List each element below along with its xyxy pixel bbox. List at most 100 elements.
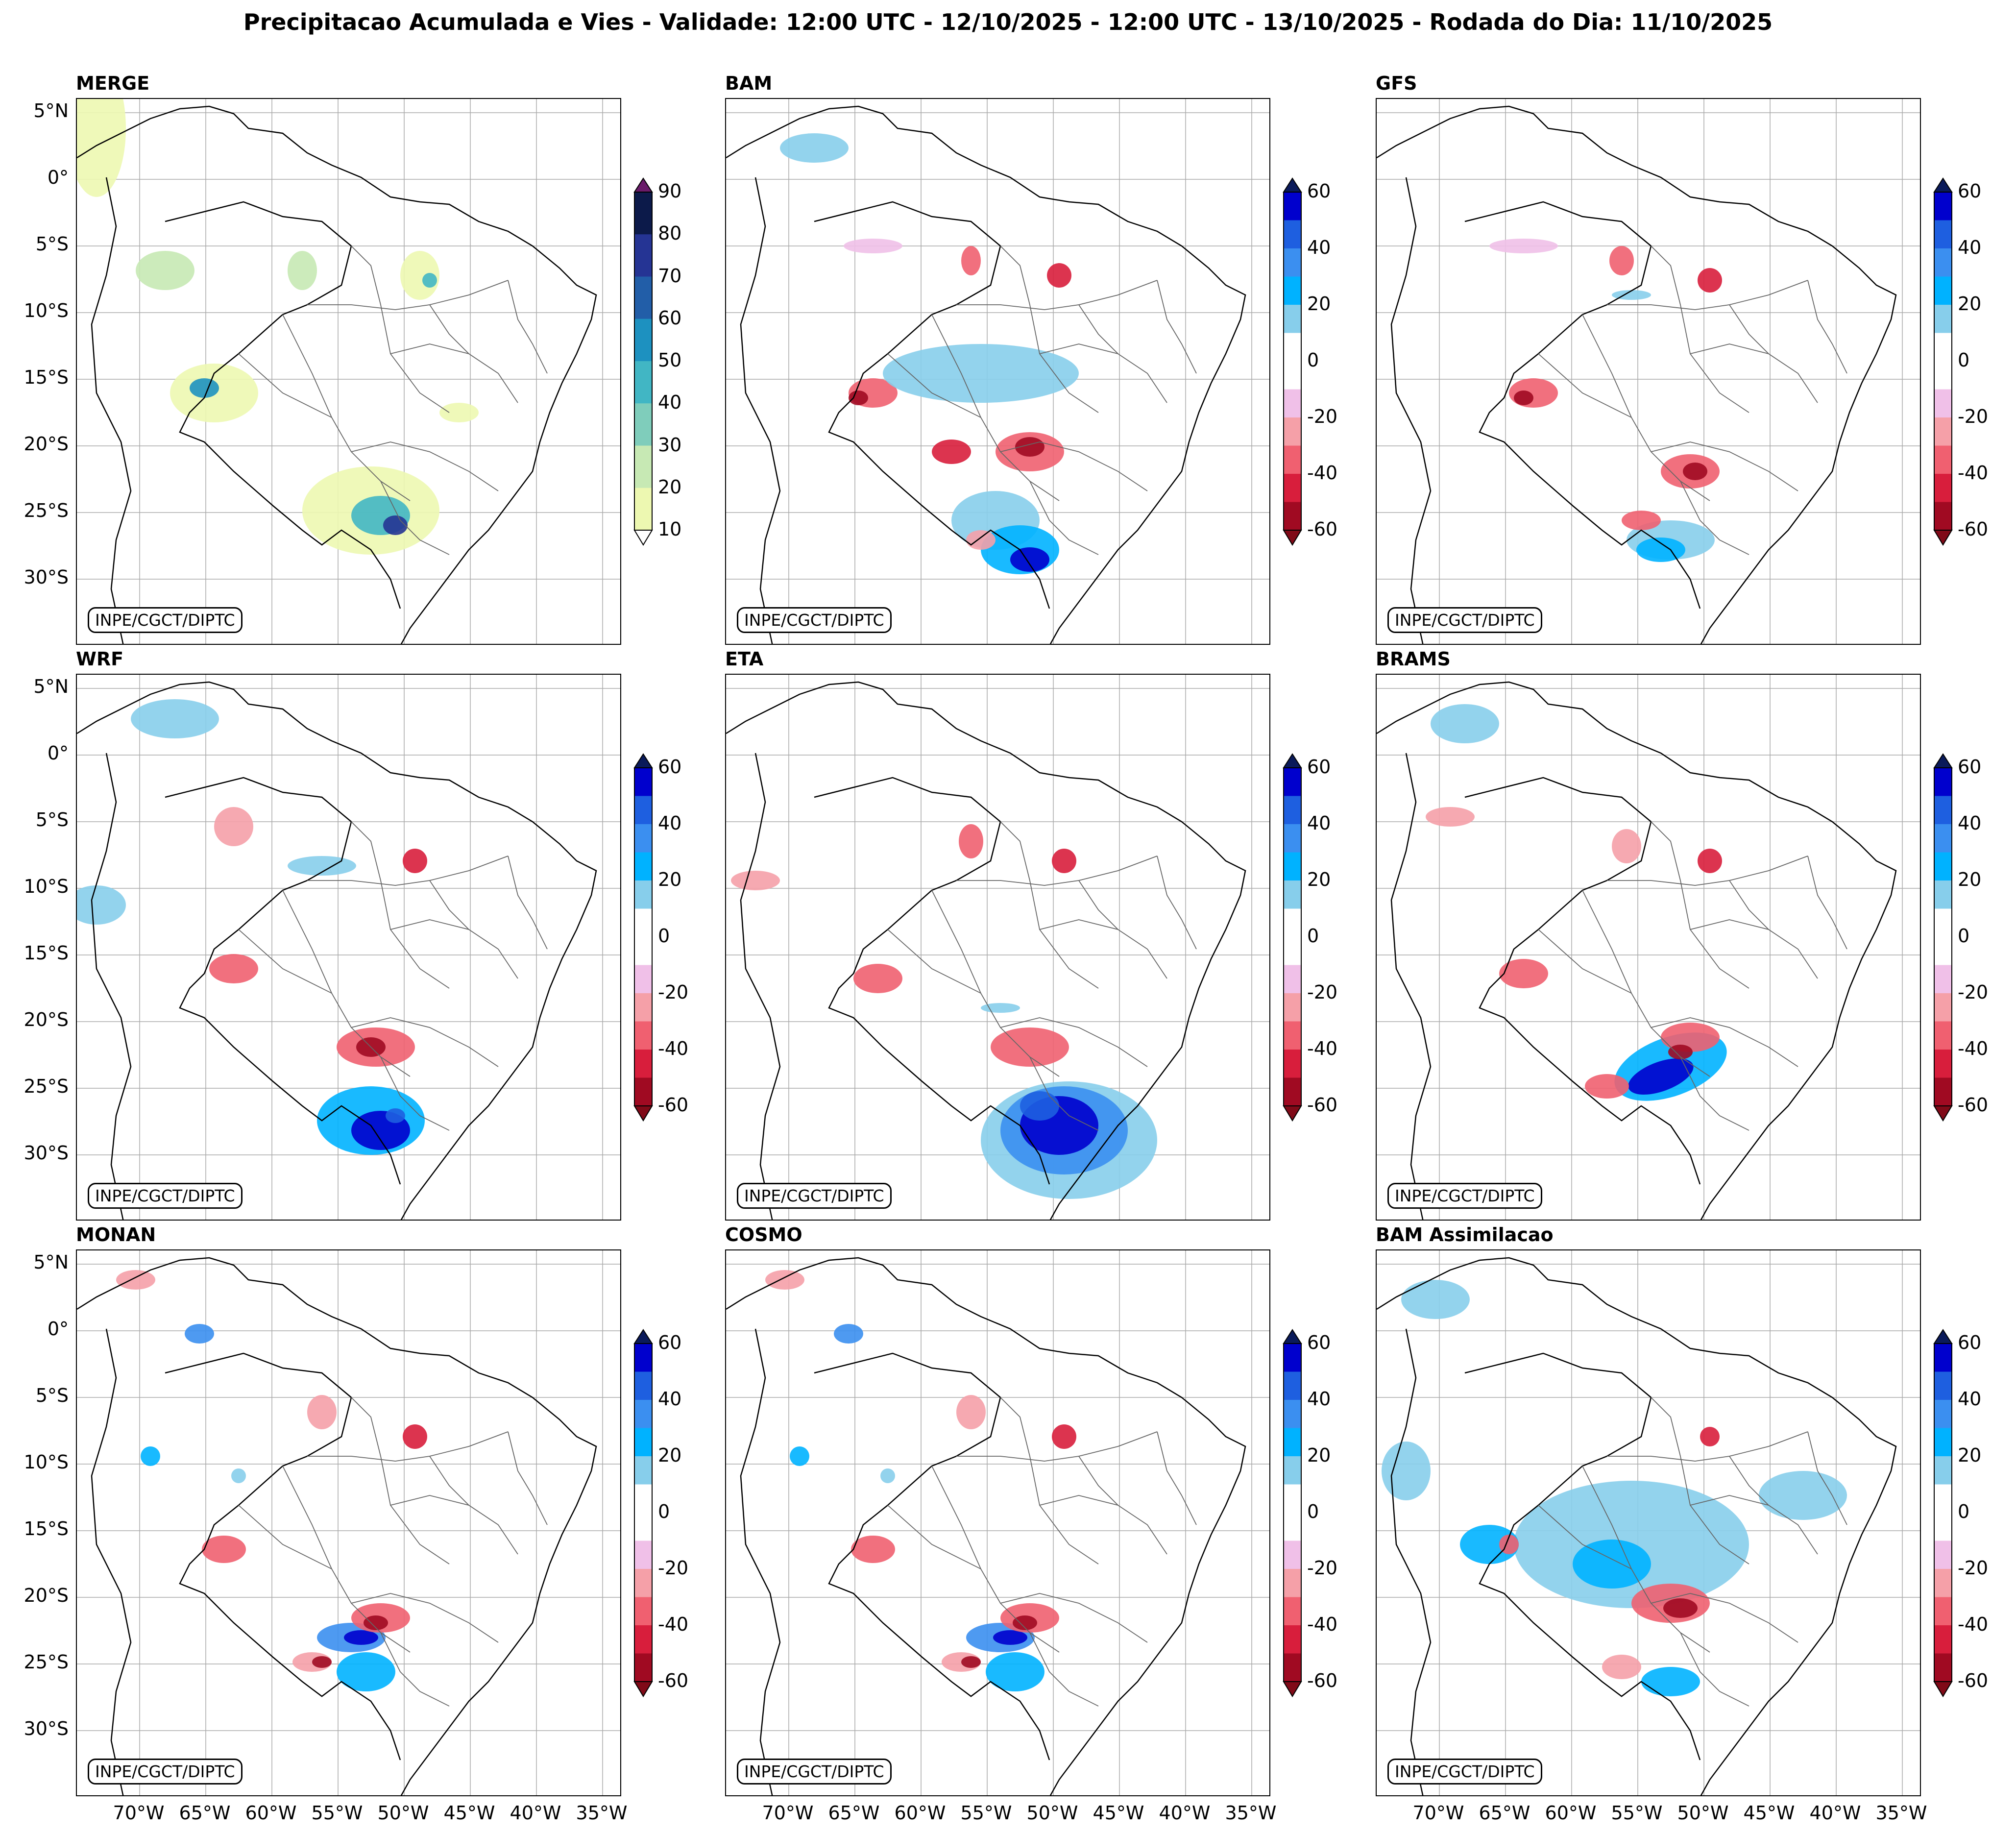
- colorbar-tick-label: -60: [1958, 518, 1989, 540]
- colorbar-tick-label: -60: [1307, 518, 1338, 540]
- longitude-label: 55°W: [311, 1802, 363, 1824]
- data-contour: [731, 871, 780, 890]
- data-contour: [1585, 1074, 1629, 1099]
- latitude-label: 30°S: [24, 1142, 69, 1164]
- state-border: [1538, 1505, 1632, 1569]
- state-border: [380, 1632, 450, 1707]
- colorbar-segment: [634, 445, 652, 489]
- colorbar-segment: [634, 1371, 652, 1400]
- colorbar-segment: [1284, 474, 1301, 502]
- panel-title: GFS: [1376, 73, 1417, 94]
- map-panel: INPE/CGCT/DIPTC: [725, 98, 1270, 645]
- state-border: [956, 1431, 1158, 1462]
- data-contour: [993, 1630, 1027, 1645]
- state-border: [1690, 919, 1818, 979]
- colorbar-segment: [1284, 965, 1301, 994]
- latitude-label: 5°N: [33, 676, 69, 697]
- data-contour: [1052, 849, 1076, 873]
- state-border: [1000, 1397, 1099, 1565]
- colorbar-segment: [1934, 445, 1952, 474]
- data-contour: [364, 1615, 388, 1630]
- colorbar-extend-bottom: [633, 1105, 653, 1122]
- map-panel: INPE/CGCT/DIPTC: [1376, 98, 1921, 645]
- country-border: [165, 777, 401, 1185]
- colorbar-segment: [634, 937, 652, 965]
- credit-label: INPE/CGCT/DIPTC: [88, 1759, 243, 1785]
- colorbar-segment: [1284, 1569, 1301, 1597]
- colorbar-tick-label: 60: [658, 756, 682, 778]
- longitude-label: 45°W: [1093, 1802, 1144, 1824]
- colorbar-segment: [1284, 1597, 1301, 1626]
- colorbar-segment: [634, 234, 652, 277]
- colorbar-tick-label: 40: [1307, 812, 1331, 834]
- longitude-label: 45°W: [1743, 1802, 1795, 1824]
- colorbar-segment: [634, 1625, 652, 1654]
- country-border: [1464, 201, 1701, 609]
- coastline: [91, 1328, 132, 1795]
- data-contour: [1013, 1615, 1037, 1630]
- data-contour: [344, 1630, 378, 1645]
- latitude-label: 15°S: [24, 1518, 69, 1540]
- colorbar-segment: [1934, 417, 1952, 446]
- colorbar: [1933, 753, 1953, 1125]
- colorbar-segment: [1284, 852, 1301, 881]
- data-contour: [214, 807, 253, 846]
- panel-title: MERGE: [76, 73, 150, 94]
- data-contour: [1636, 538, 1685, 562]
- state-border: [1807, 280, 1847, 374]
- state-border: [1538, 929, 1632, 994]
- coastline: [726, 105, 1246, 644]
- state-border: [1039, 919, 1167, 979]
- longitude-label: 45°W: [443, 1802, 495, 1824]
- data-contour: [959, 824, 983, 858]
- data-contour: [141, 1446, 160, 1466]
- colorbar-tick-label: -40: [1958, 1614, 1989, 1635]
- colorbar: [1283, 753, 1302, 1125]
- colorbar-tick-label: 70: [658, 265, 682, 287]
- panel-title: BAM Assimilacao: [1376, 1224, 1554, 1246]
- colorbar-segment: [1934, 474, 1952, 502]
- longitude-label: 60°W: [245, 1802, 297, 1824]
- colorbar-tick-label: 40: [1307, 237, 1331, 258]
- colorbar-segment: [1934, 1484, 1952, 1513]
- country-border: [1464, 777, 1701, 1185]
- state-border: [307, 856, 509, 886]
- colorbar-segment: [634, 796, 652, 825]
- colorbar-segment: [1284, 1344, 1301, 1372]
- longitude-label: 40°W: [510, 1802, 561, 1824]
- data-contour: [1683, 463, 1707, 480]
- map-panel: INPE/CGCT/DIPTC: [725, 674, 1270, 1221]
- colorbar-tick-label: 40: [658, 391, 682, 414]
- state-border: [1651, 1397, 1749, 1565]
- colorbar-tick-label: -40: [1307, 1614, 1338, 1635]
- colorbar-extend-bottom: [1933, 1105, 1953, 1122]
- state-border: [956, 280, 1158, 310]
- state-border: [1029, 1632, 1099, 1707]
- state-border: [931, 890, 1060, 1077]
- colorbar-segment: [1284, 1625, 1301, 1654]
- data-contour: [1612, 290, 1651, 300]
- map-panel: INPE/CGCT/DIPTC: [1376, 1249, 1921, 1796]
- colorbar-tick-label: 20: [1307, 1444, 1331, 1466]
- longitude-label: 55°W: [960, 1802, 1012, 1824]
- colorbar-segment: [1934, 1050, 1952, 1078]
- state-border: [508, 856, 548, 950]
- data-contour: [1047, 263, 1071, 288]
- colorbar-segment: [634, 1513, 652, 1541]
- state-border: [1000, 245, 1099, 413]
- colorbar-segment: [634, 1077, 652, 1106]
- latitude-label: 5°S: [35, 809, 69, 831]
- latitude-label: 15°S: [24, 942, 69, 964]
- colorbar-segment: [1934, 768, 1952, 796]
- data-contour: [202, 1536, 246, 1563]
- colorbar-extend-bottom: [1933, 530, 1953, 546]
- state-border: [390, 1495, 518, 1555]
- latitude-label: 25°S: [24, 500, 69, 521]
- colorbar-tick-label: 20: [1307, 293, 1331, 315]
- data-contour: [986, 1652, 1044, 1691]
- colorbar-segment: [1934, 305, 1952, 333]
- coastline: [740, 177, 781, 644]
- colorbar-tick-label: -40: [1307, 462, 1338, 484]
- latitude-label: 25°S: [24, 1076, 69, 1097]
- colorbar-segment: [1284, 768, 1301, 796]
